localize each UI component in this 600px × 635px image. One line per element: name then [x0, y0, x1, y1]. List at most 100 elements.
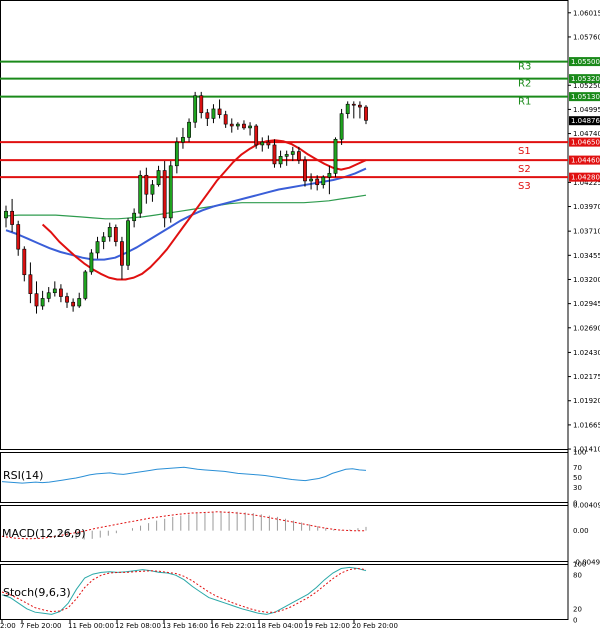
stoch-tick-label: 0 [573, 617, 577, 625]
price-tick-label: 1.01665 [573, 421, 600, 429]
level-badge-s3 [569, 172, 600, 182]
price-tick-label: 1.03200 [573, 276, 600, 284]
candle-body [296, 151, 301, 161]
candle-body [339, 113, 344, 140]
level-badge-r1 [569, 92, 600, 102]
ma-green-line [5, 194, 367, 220]
candle-body [168, 165, 173, 219]
time-label: 13 Feb 16:00 [162, 622, 208, 630]
candle-body [65, 296, 69, 303]
candle-body [34, 293, 39, 307]
candle-body [89, 252, 94, 273]
candle-body [120, 241, 124, 266]
candle-body [95, 241, 100, 254]
stoch-tick-label: 100 [573, 561, 586, 569]
candle-body [327, 173, 332, 178]
candle-body [266, 141, 271, 146]
price-tick-label: 1.01920 [573, 397, 600, 405]
level-label-r1: R1 [518, 97, 531, 108]
level-label-r2: R2 [518, 79, 531, 90]
stoch-k-line [1, 566, 367, 615]
time-label: 11 Feb 00:00 [68, 622, 114, 630]
candle-body [71, 301, 76, 307]
rsi-tick-label: 30 [573, 484, 582, 492]
candle-body [126, 220, 130, 266]
ma-red-line [41, 139, 367, 281]
ma-blue-line [5, 167, 367, 261]
candle-body [290, 151, 295, 155]
candle-body [22, 248, 27, 276]
current-price-badge [569, 116, 600, 126]
candle-body [321, 176, 326, 186]
price-tick-label: 1.01410 [573, 446, 600, 454]
level-badge-s2 [569, 155, 600, 165]
price-tick-label: 1.04995 [573, 106, 600, 114]
candle-body [162, 170, 167, 219]
price-tick-label: 1.04225 [573, 179, 600, 187]
rsi-panel-frame [0, 452, 569, 503]
candle-body [254, 125, 259, 146]
level-badge-value: 1.05130 [571, 93, 600, 101]
candle-body [242, 123, 246, 129]
candle-body [156, 170, 161, 186]
candle-body [52, 288, 57, 294]
price-tick-label: 1.02430 [573, 349, 600, 357]
rsi-tick-label: 70 [573, 464, 582, 472]
macd-label: MACD(12,26,9) [2, 527, 86, 540]
level-label-s3: S3 [518, 181, 531, 192]
time-label: 12 Feb 08:00 [115, 622, 161, 630]
candle-body [59, 288, 63, 297]
candle-body [28, 274, 33, 294]
price-tick-label: 1.03970 [573, 203, 600, 211]
price-tick-label: 1.03710 [573, 228, 600, 236]
candle-body [150, 184, 155, 195]
macd-tick-label: -0.00499 [573, 559, 600, 567]
rsi-label: RSI(14) [3, 469, 43, 482]
candle-body [132, 212, 137, 222]
candle-body [217, 108, 222, 115]
candle-body [101, 236, 106, 242]
candle-body [272, 144, 277, 165]
candle-body [211, 108, 216, 119]
level-badge-value: 1.04650 [571, 139, 600, 147]
price-tick-label: 1.04740 [573, 130, 600, 138]
rsi-line [1, 466, 367, 484]
rsi-tick-label: 0 [573, 500, 577, 508]
candle-body [83, 271, 88, 299]
candle-body [278, 156, 283, 165]
time-label: 19 Feb 12:00 [304, 622, 350, 630]
price-tick-label: 1.05760 [573, 33, 600, 41]
candle-body [303, 159, 307, 182]
rsi-tick-label: 100 [573, 449, 586, 457]
candle-body [181, 137, 185, 143]
price-tick-label: 1.02690 [573, 324, 600, 332]
macd-tick-label: 0.00409 [573, 502, 600, 510]
candle-body [174, 141, 179, 167]
stoch-label: Stoch(9,6,3) [3, 586, 71, 599]
price-tick-label: 1.05250 [573, 82, 600, 90]
level-badge-r2 [569, 74, 600, 84]
candle-body [351, 103, 356, 106]
candle-body [235, 123, 240, 127]
candle-body [10, 210, 15, 225]
time-label: 18 Feb 04:00 [257, 622, 303, 630]
stoch-d-line [1, 567, 367, 613]
candle-body [77, 298, 82, 307]
time-label: 7 Feb 20:00 [20, 622, 61, 630]
current-price-label: 1.04876 [571, 117, 600, 125]
level-badge-value: 1.04280 [571, 174, 600, 182]
time-label: 2:00 [0, 622, 16, 630]
stoch-tick-label: 80 [573, 572, 582, 580]
rsi-tick-label: 50 [573, 474, 582, 482]
candle-body [16, 224, 21, 250]
candle-body [357, 104, 362, 108]
candle-body [113, 227, 118, 242]
time-label: 20 Feb 20:00 [352, 622, 398, 630]
candle-body [40, 298, 45, 307]
candle-body [333, 138, 338, 174]
candle-body [229, 123, 234, 127]
candle-body [144, 174, 149, 195]
candle-body [205, 112, 210, 119]
